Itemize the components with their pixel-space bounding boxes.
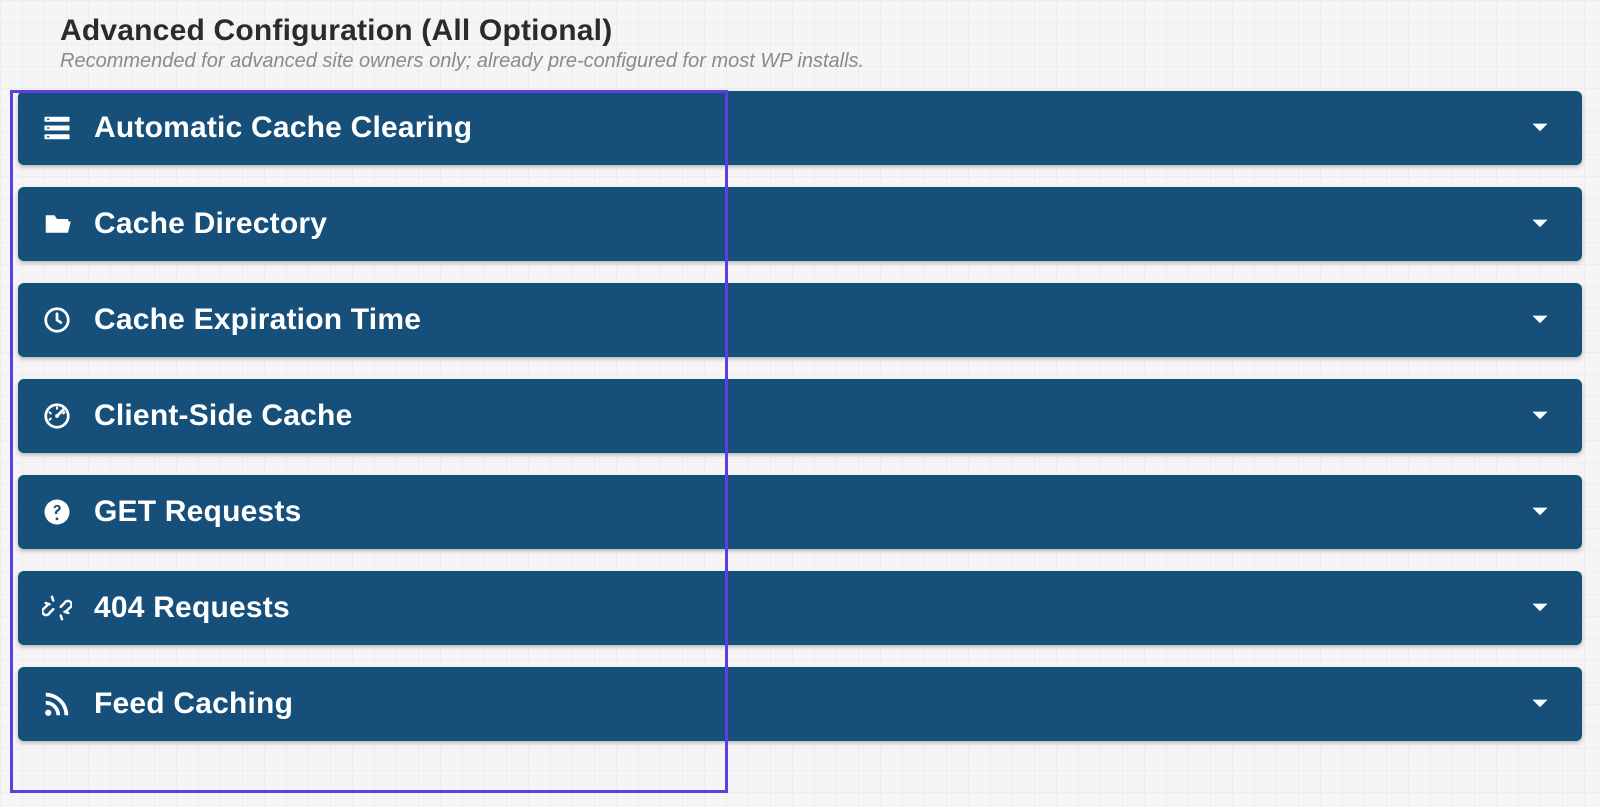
panel-get-requests[interactable]: GET Requests: [18, 475, 1582, 549]
page-subtitle: Recommended for advanced site owners onl…: [60, 50, 1582, 73]
server-icon: [40, 111, 74, 145]
chevron-down-icon: [1526, 403, 1554, 429]
broken-link-icon: [40, 591, 74, 625]
chevron-down-icon: [1526, 595, 1554, 621]
panel-client-side-cache[interactable]: Client-Side Cache: [18, 379, 1582, 453]
accordion: Automatic Cache Clearing Cache Directory…: [18, 91, 1582, 741]
clock-icon: [40, 303, 74, 337]
chevron-down-icon: [1526, 115, 1554, 141]
rss-icon: [40, 687, 74, 721]
folder-icon: [40, 207, 74, 241]
panel-label: Cache Expiration Time: [94, 303, 1526, 337]
panel-label: 404 Requests: [94, 591, 1526, 625]
panel-label: Cache Directory: [94, 207, 1526, 241]
panel-label: Automatic Cache Clearing: [94, 111, 1526, 145]
panel-label: Client-Side Cache: [94, 399, 1526, 433]
chevron-down-icon: [1526, 211, 1554, 237]
chevron-down-icon: [1526, 499, 1554, 525]
panel-feed-caching[interactable]: Feed Caching: [18, 667, 1582, 741]
panel-label: GET Requests: [94, 495, 1526, 529]
panel-cache-directory[interactable]: Cache Directory: [18, 187, 1582, 261]
question-icon: [40, 495, 74, 529]
panel-automatic-cache-clearing[interactable]: Automatic Cache Clearing: [18, 91, 1582, 165]
chevron-down-icon: [1526, 691, 1554, 717]
dashboard-icon: [40, 399, 74, 433]
panel-404-requests[interactable]: 404 Requests: [18, 571, 1582, 645]
panel-label: Feed Caching: [94, 687, 1526, 721]
page-title: Advanced Configuration (All Optional): [60, 14, 1582, 48]
panel-cache-expiration-time[interactable]: Cache Expiration Time: [18, 283, 1582, 357]
chevron-down-icon: [1526, 307, 1554, 333]
